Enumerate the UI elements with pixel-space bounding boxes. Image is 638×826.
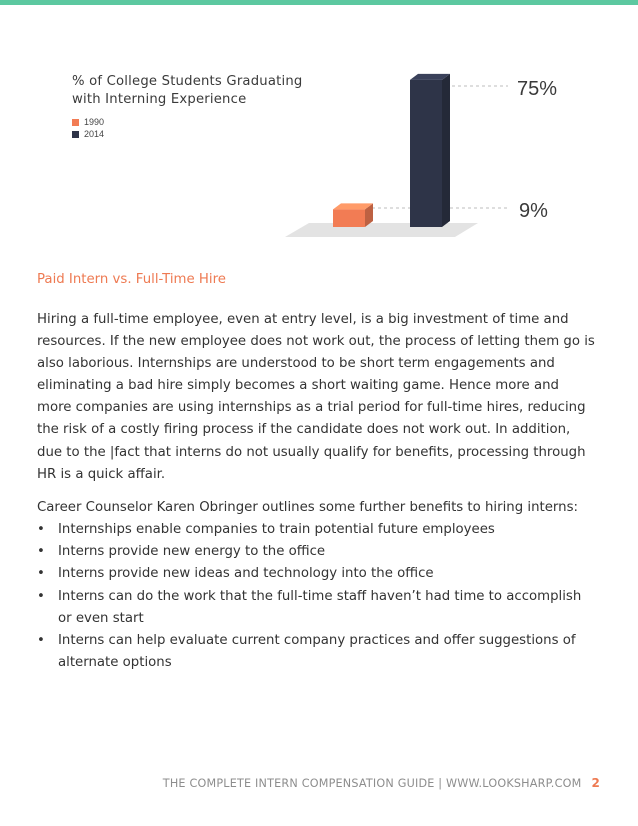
benefits-list: • Internships enable companies to train p…	[37, 519, 597, 674]
bar-1990	[333, 203, 373, 227]
bar-chart: 75% 9%	[285, 73, 557, 237]
list-item: • Interns provide new ideas and technolog…	[37, 563, 597, 585]
list-item: • Internships enable companies to train p…	[37, 519, 597, 541]
legend-swatch-1990	[72, 118, 79, 126]
chart-legend: 1990 2014	[72, 116, 104, 140]
legend-label-1990: 1990	[84, 117, 105, 127]
page-footer: THE COMPLETE INTERN COMPENSATION GUIDE |…	[163, 776, 600, 790]
value-label-75: 75%	[517, 78, 557, 100]
bullet-icon: •	[37, 588, 45, 604]
bullet-icon: •	[37, 566, 45, 582]
bullet-icon: •	[37, 633, 45, 649]
top-accent-bar	[0, 0, 638, 5]
list-item-text: Interns can help evaluate current compan…	[58, 633, 576, 671]
legend-swatch-2014	[72, 130, 79, 138]
list-item-text: Interns provide new ideas and technology…	[58, 566, 434, 582]
bar-2014	[410, 73, 450, 227]
page-number: 2	[591, 776, 600, 790]
section-heading: Paid Intern vs. Full-Time Hire	[37, 272, 226, 287]
list-item: • Interns can do the work that the full-t…	[37, 586, 597, 630]
chart-title: % of College Students Graduating with In…	[72, 74, 303, 107]
bullet-icon: •	[37, 522, 45, 537]
legend-item-2014: 2014	[72, 128, 104, 140]
bullet-icon: •	[37, 544, 45, 560]
body-paragraph: Hiring a full-time employee, even at ent…	[37, 312, 595, 482]
list-item: • Interns can help evaluate current compa…	[37, 630, 597, 674]
list-item-text: Interns provide new energy to the office	[58, 544, 326, 560]
list-item-text: Internships enable companies to train po…	[58, 522, 495, 537]
list-item-text: Interns can do the work that the full-ti…	[58, 588, 582, 626]
legend-label-2014: 2014	[84, 129, 105, 139]
footer-text: THE COMPLETE INTERN COMPENSATION GUIDE |…	[162, 777, 582, 790]
legend-item-1990: 1990	[72, 116, 104, 128]
chart-floor	[285, 223, 478, 237]
benefits-intro: Career Counselor Karen Obringer outlines…	[37, 500, 578, 515]
value-label-9: 9%	[519, 200, 548, 222]
list-item: • Interns provide new energy to the offic…	[37, 541, 597, 563]
